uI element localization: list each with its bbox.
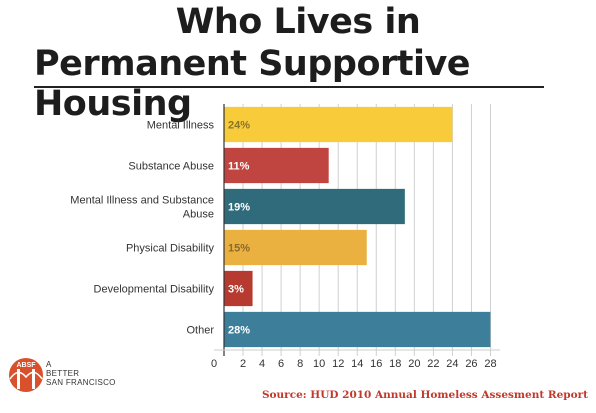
logo-badge: ABSF <box>16 362 36 369</box>
category-label: Developmental Disability <box>94 284 215 296</box>
x-tick-label: 22 <box>427 358 439 370</box>
logo-line-1: A <box>46 360 52 369</box>
bar-value-label: 19% <box>228 202 250 214</box>
x-tick-label: 2 <box>240 358 246 370</box>
x-tick-label: 6 <box>278 358 284 370</box>
title-line-2: Permanent Supportive Housing <box>34 44 471 124</box>
bar <box>224 270 253 307</box>
x-tick-label: 24 <box>446 358 458 370</box>
x-tick-label: 26 <box>465 358 477 370</box>
bar-value-label: 28% <box>228 325 250 337</box>
bar-value-label: 24% <box>228 120 250 132</box>
title-underline <box>34 86 544 88</box>
x-tick-label: 14 <box>351 358 363 370</box>
category-label: Mental Illness and Substance <box>70 195 214 207</box>
logo-wordmark: A BETTER SAN FRANCISCO <box>46 360 116 387</box>
bar-value-label: 11% <box>228 161 250 173</box>
bar <box>224 188 405 225</box>
x-tick-label: 12 <box>332 358 344 370</box>
bar <box>224 106 453 143</box>
category-label: Other <box>186 325 214 337</box>
x-tick-label: 28 <box>484 358 496 370</box>
bar-value-label: 15% <box>228 243 250 255</box>
x-tick-label: 20 <box>408 358 420 370</box>
x-tick-label: 18 <box>389 358 401 370</box>
bar <box>224 229 367 266</box>
bar <box>224 311 491 348</box>
x-tick-label: 10 <box>313 358 325 370</box>
x-tick-label: 4 <box>259 358 265 370</box>
category-label: Mental Illness <box>147 120 215 132</box>
bar <box>224 147 329 184</box>
title-line-1: Who Lives in <box>175 2 421 42</box>
absf-logo-icon: ABSF <box>9 358 43 392</box>
category-label: Substance Abuse <box>128 161 214 173</box>
logo-line-2: BETTER <box>46 369 80 378</box>
bar-value-label: 3% <box>228 284 244 296</box>
x-tick-label: 8 <box>297 358 303 370</box>
category-label: Abuse <box>183 209 214 221</box>
x-tick-label: 0 <box>211 358 217 370</box>
x-tick-label: 16 <box>370 358 382 370</box>
logo-line-3: SAN FRANCISCO <box>46 378 116 387</box>
category-label: Physical Disability <box>126 243 215 255</box>
source-note: Source: HUD 2010 Annual Homeless Assesme… <box>261 389 588 401</box>
